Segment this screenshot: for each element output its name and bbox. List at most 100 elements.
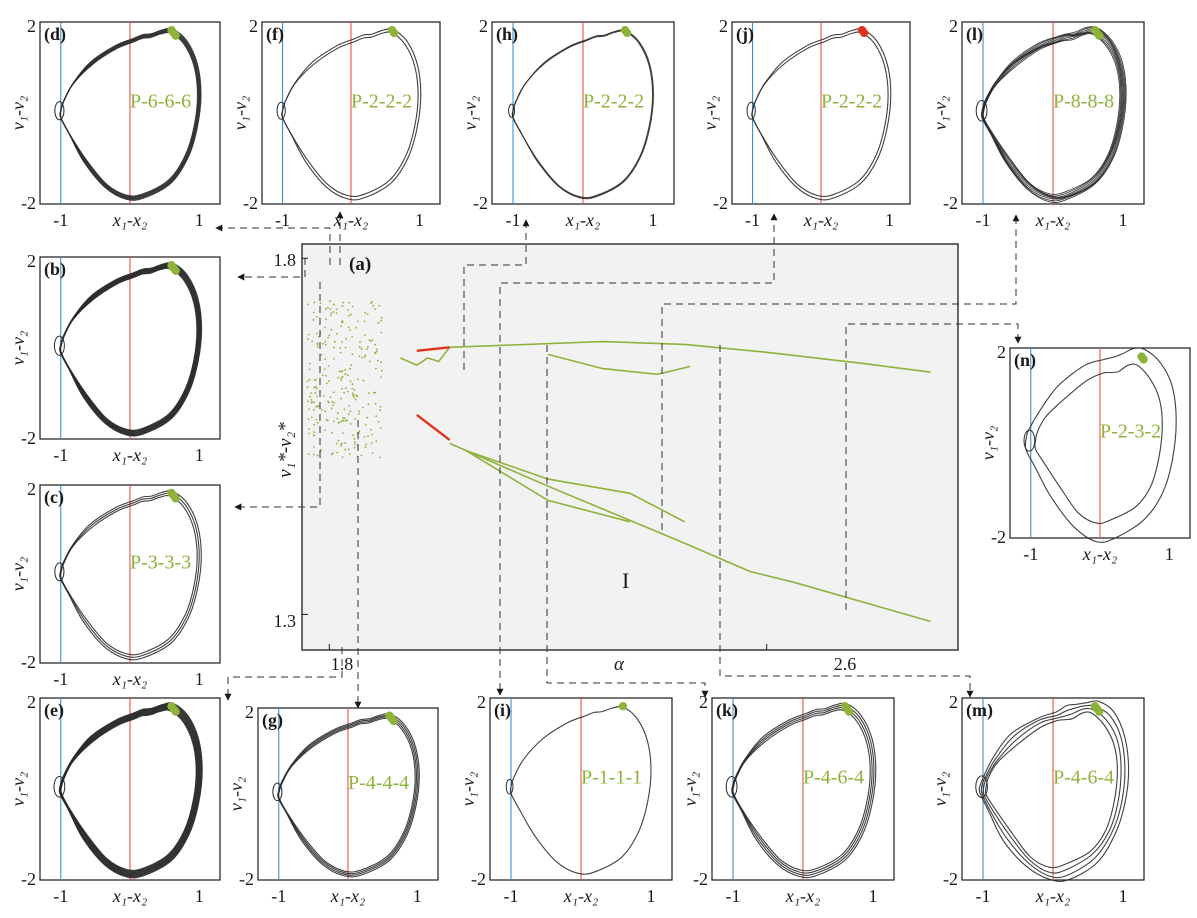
panel-l-trajectory — [980, 26, 1127, 203]
bifurcation-chaotic-point — [325, 418, 328, 421]
bifurcation-chaotic-point — [377, 420, 380, 423]
panel-d-x-tick-left: -1 — [53, 210, 68, 230]
panel-i-inner-loop — [505, 778, 514, 795]
bifurcation-branch-2 — [547, 353, 691, 376]
panel-c-letter: (c) — [44, 487, 64, 508]
bifurcation-chaotic-point — [327, 401, 330, 404]
bifurcation-chaotic-point — [324, 340, 327, 343]
panel-j-poincare-point — [859, 28, 869, 38]
bifurcation-chaotic-point — [363, 356, 366, 359]
bifurcation-chaotic-point — [310, 399, 313, 401]
bifurcation-chaotic-point — [331, 431, 333, 434]
bifurcation-chaotic-point — [359, 341, 361, 344]
bifurcation-chaotic-point — [328, 334, 331, 337]
panel-n-period-label: P-2-3-2 — [1100, 420, 1161, 442]
bifurcation-chaotic-point — [313, 386, 316, 389]
bifurcation-chaotic-point — [366, 348, 369, 350]
panel-j-trajectory — [751, 28, 892, 201]
panel-j-trajectory — [751, 31, 889, 198]
bifurcation-chaotic-point — [358, 430, 361, 433]
bifurcation-chaotic-point — [351, 353, 354, 355]
panel-l: (l) P-8-8-8 v₁-v₂ x₁-x₂ 2 -2 -1 1 — [930, 16, 1145, 230]
bifurcation-chaotic-point — [366, 416, 369, 419]
bifurcation-chaotic-point — [356, 395, 359, 398]
bifurcation-chaotic-point — [316, 332, 318, 335]
panel-k-trajectory — [731, 702, 877, 879]
bifurcation-chaotic-point — [346, 419, 349, 422]
bifurcation-y-axis-label: v₁*-v₂* — [275, 422, 296, 478]
panel-b-trajectory — [59, 262, 203, 437]
bifurcation-chaotic-point — [312, 446, 315, 448]
bifurcation-chaotic-point — [375, 348, 378, 351]
panel-d-y-tick-top: 2 — [27, 16, 36, 36]
bifurcation-chaotic-point — [351, 392, 354, 395]
connector-e — [224, 647, 343, 701]
panel-f-y-axis-label: v₁-v₂ — [230, 96, 250, 131]
bifurcation-chaotic-point — [308, 408, 310, 410]
bifurcation-y-tick-2: 1.3 — [274, 611, 297, 631]
panel-g: (g) P-4-4-4 v₁-v₂ x₁-x₂ 2 -2 -1 1 — [226, 702, 439, 906]
bifurcation-chaotic-point — [380, 316, 383, 319]
bifurcation-chaotic-point — [339, 351, 342, 354]
bifurcation-chaotic-point — [340, 377, 343, 380]
bifurcation-chaotic-point — [327, 336, 330, 339]
panel-b-inner-loop — [53, 335, 65, 356]
bifurcation-chaotic-point — [341, 305, 344, 307]
bifurcation-chaotic-point — [316, 405, 319, 408]
bifurcation-chaotic-point — [312, 453, 315, 456]
bifurcation-chaotic-point — [337, 412, 339, 415]
panel-k: (k) P-4-6-4 v₁-v₂ x₁-x₂ 2 -2 -1 1 — [680, 692, 895, 906]
bifurcation-chaotic-point — [308, 362, 311, 365]
panel-m-period-label: P-4-6-4 — [1053, 767, 1114, 789]
bifurcation-chaotic-point — [306, 303, 309, 306]
panel-e-x-tick-right: 1 — [195, 886, 204, 906]
panel-k-letter: (k) — [716, 700, 738, 721]
panel-b: (b) v₁-v₂ x₁-x₂ 2 -2 -1 1 — [8, 251, 221, 465]
bifurcation-chaotic-point — [306, 386, 309, 388]
bifurcation-chaotic-point — [347, 390, 349, 393]
panel-e-x-tick-left: -1 — [53, 886, 68, 906]
panel-h-x-axis-label: x₁-x₂ — [565, 210, 601, 230]
bifurcation-chaotic-point — [370, 302, 372, 305]
bifurcation-chaotic-point — [368, 339, 371, 341]
bifurcation-chaotic-point — [355, 326, 357, 329]
bifurcation-chaotic-point — [313, 301, 316, 304]
bifurcation-chaotic-point — [308, 432, 311, 435]
bifurcation-chaotic-point — [343, 408, 346, 411]
panel-e-letter: (e) — [44, 700, 64, 721]
connector-j — [499, 213, 778, 690]
panel-e: (e) v₁-v₂ x₁-x₂ 2 -2 -1 1 — [8, 692, 221, 906]
bifurcation-chaotic-point — [324, 358, 326, 361]
bifurcation-chaotic-point — [344, 373, 347, 376]
bifurcation-chaotic-point — [347, 413, 350, 415]
panel-j-x-tick-left: -1 — [745, 210, 760, 230]
panel-b-x-tick-left: -1 — [53, 445, 68, 465]
panel-c-x-tick-left: -1 — [53, 669, 68, 689]
bifurcation-chaotic-point — [310, 401, 313, 404]
panel-n-x-tick-right: 1 — [1165, 544, 1174, 564]
panel-m-y-tick-bottom: -2 — [943, 869, 958, 889]
bifurcation-chaotic-point — [347, 326, 350, 329]
bifurcation-chaotic-point — [364, 334, 366, 336]
bifurcation-chaotic-point — [374, 391, 377, 394]
bifurcation-chaotic-point — [350, 313, 352, 316]
panel-l-trajectory — [982, 32, 1122, 197]
panel-m-y-tick-top: 2 — [949, 692, 958, 712]
bifurcation-chaotic-point — [310, 392, 312, 394]
panel-b-y-tick-bottom: -2 — [21, 428, 36, 448]
bifurcation-chaotic-point — [351, 387, 354, 390]
bifurcation-chaotic-point — [352, 394, 355, 397]
panel-d-letter: (d) — [44, 24, 66, 45]
bifurcation-chaotic-point — [313, 431, 315, 433]
panel-k-y-tick-bottom: -2 — [693, 869, 708, 889]
bifurcation-chaotic-point — [306, 380, 309, 383]
bifurcation-chaotic-point — [332, 391, 335, 394]
panel-f-trajectory — [281, 28, 422, 201]
panel-i-poincare-point — [618, 701, 628, 711]
bifurcation-chaotic-point — [325, 308, 327, 310]
panel-c-poincare-point — [171, 494, 180, 503]
panel-e-trajectory — [59, 707, 199, 874]
panel-h-inner-loop — [508, 103, 516, 118]
panel-b-trajectory — [59, 263, 202, 436]
panel-f-y-tick-top: 2 — [249, 16, 258, 36]
